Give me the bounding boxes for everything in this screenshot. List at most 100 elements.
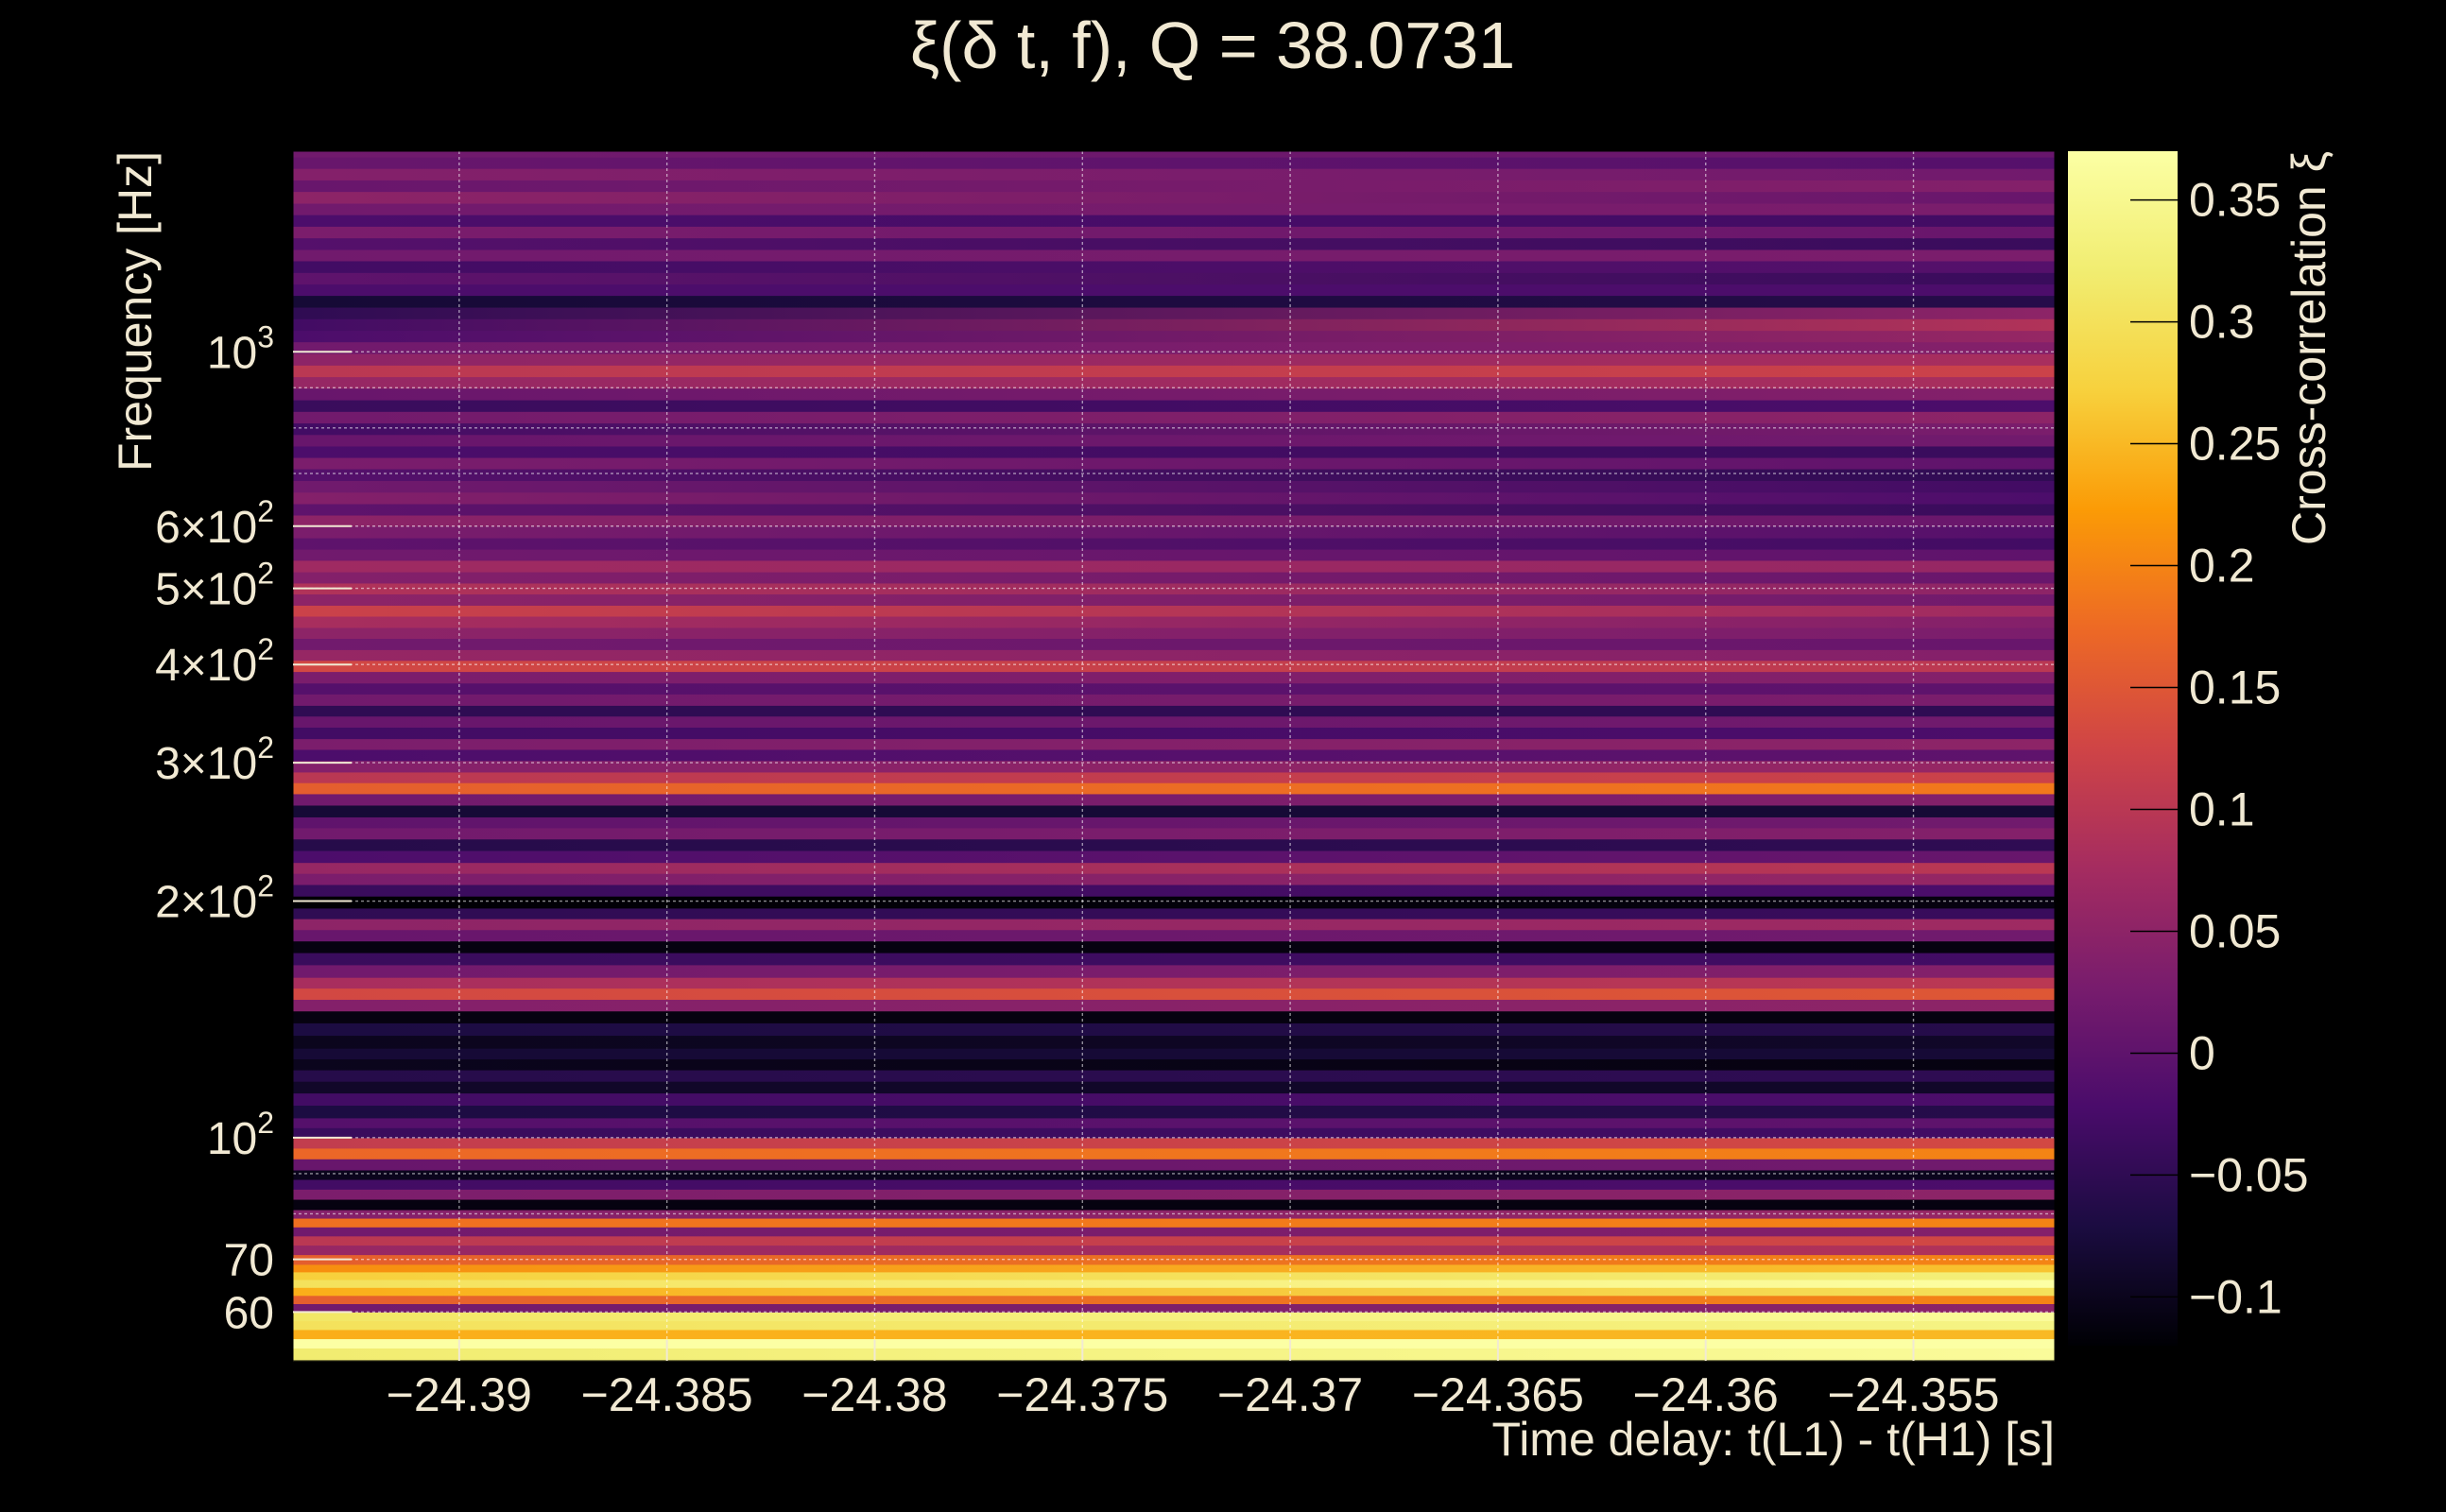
x-axis-label: Time delay: t(L1) - t(H1) [s] [1492, 1413, 2055, 1466]
heatmap-band [293, 353, 2055, 366]
heatmap-band [293, 760, 2055, 773]
grid-lines [293, 151, 2055, 1361]
heatmap-band [293, 605, 2055, 617]
heatmap-band [293, 1081, 2055, 1094]
heatmap-band [293, 593, 2055, 606]
heatmap-band [293, 873, 2055, 885]
heatmap-band [293, 1159, 2055, 1171]
heatmap-band [293, 365, 2055, 378]
x-tick-label: −24.365 [1412, 1368, 1584, 1421]
heatmap-band [293, 1338, 2055, 1349]
y-tick-label: 4×102 [155, 632, 274, 691]
heatmap-band [293, 1312, 2055, 1322]
heatmap-band [293, 940, 2055, 954]
heatmap-band [293, 682, 2055, 695]
heatmap-band [293, 1348, 2055, 1362]
heatmap-band [293, 249, 2055, 262]
heatmap-band [293, 237, 2055, 250]
heatmap-band [293, 1329, 2055, 1340]
heatmap-band [293, 1303, 2055, 1313]
heatmap-band [293, 1105, 2055, 1119]
y-tick-label: 2×102 [155, 869, 274, 928]
y-tick-label: 60 [224, 1288, 274, 1338]
heatmap-band [293, 838, 2055, 851]
heatmap-band [293, 1092, 2055, 1107]
heatmap-band [293, 1279, 2055, 1288]
colorbar-tick-label: 0.05 [2189, 904, 2281, 957]
heatmap-band [293, 638, 2055, 650]
heatmap-band [293, 215, 2055, 227]
heatmap-band [293, 387, 2055, 401]
heatmap-band [293, 694, 2055, 706]
x-tick-label: −24.38 [801, 1368, 947, 1421]
heatmap-band [293, 1227, 2055, 1237]
heatmap-band [293, 318, 2055, 332]
heatmap-band [293, 782, 2055, 795]
heatmap-band [293, 964, 2055, 978]
heatmap-band [293, 748, 2055, 762]
heatmap-band [293, 952, 2055, 966]
heatmap-band [293, 445, 2055, 458]
colorbar-ticks: 0.35 0.3 0.25 0.2 0.15 0.1 0.05 0 −0.05 −0.1 [2130, 174, 2309, 1323]
heatmap-band [293, 157, 2055, 169]
heatmap-band [293, 571, 2055, 584]
heatmap-band [293, 1263, 2055, 1273]
heatmap-band [293, 284, 2055, 297]
heatmap-band [293, 738, 2055, 750]
heatmap-band [293, 1137, 2055, 1149]
heatmap-band [293, 191, 2055, 204]
heatmap-band [293, 671, 2055, 684]
heatmap-band [293, 226, 2055, 239]
colorbar-tick-label: 0.35 [2189, 174, 2281, 227]
heatmap [293, 151, 2055, 1362]
heatmap-band [293, 1010, 2055, 1023]
colorbar-tick-label: 0.2 [2189, 540, 2255, 593]
heatmap-band [293, 514, 2055, 527]
heatmap-band [293, 503, 2055, 516]
heatmap-band [293, 151, 2055, 158]
heatmap-band [293, 1189, 2055, 1200]
heatmap-band [293, 919, 2055, 931]
heatmap-band [293, 399, 2055, 412]
y-tick-label: 6×102 [155, 494, 274, 553]
heatmap-band [293, 1147, 2055, 1160]
colorbar-tick-label: 0.1 [2189, 782, 2255, 835]
heatmap-band [293, 1320, 2055, 1331]
heatmap-band [293, 1117, 2055, 1128]
heatmap-band [293, 896, 2055, 909]
heatmap-band [293, 180, 2055, 193]
chart-title: ξ(δ t, f), Q = 38.0731 [910, 9, 1515, 82]
heatmap-band [293, 422, 2055, 436]
y-tick-label: 70 [224, 1236, 274, 1286]
colorbar-tick-label: 0.3 [2189, 296, 2255, 349]
x-tick-label: −24.355 [1827, 1368, 1999, 1421]
heatmap-band [293, 929, 2055, 942]
heatmap-band [293, 434, 2055, 447]
heatmap-band [293, 1271, 2055, 1280]
heatmap-band [293, 1198, 2055, 1211]
heatmap-band [293, 1245, 2055, 1256]
heatmap-band [293, 1070, 2055, 1082]
heatmap-band [293, 977, 2055, 989]
heatmap-band [293, 862, 2055, 874]
colorbar-tick-label: −0.05 [2189, 1148, 2309, 1201]
heatmap-band [293, 260, 2055, 273]
y-tick-label: 102 [207, 1106, 274, 1164]
colorbar [2068, 151, 2178, 1346]
x-tick-label: −24.36 [1633, 1368, 1779, 1421]
heatmap-band [293, 1058, 2055, 1071]
heatmap-band [293, 376, 2055, 389]
heatmap-band [293, 168, 2055, 180]
heatmap-band [293, 816, 2055, 829]
heatmap-band [293, 907, 2055, 919]
heatmap-band [293, 999, 2055, 1012]
heatmap-band [293, 771, 2055, 783]
heatmap-band [293, 559, 2055, 573]
heatmap-band [293, 1035, 2055, 1049]
heatmap-band [293, 793, 2055, 806]
heatmap-band [293, 649, 2055, 662]
heatmap-band [293, 1217, 2055, 1228]
heatmap-band [293, 456, 2055, 470]
